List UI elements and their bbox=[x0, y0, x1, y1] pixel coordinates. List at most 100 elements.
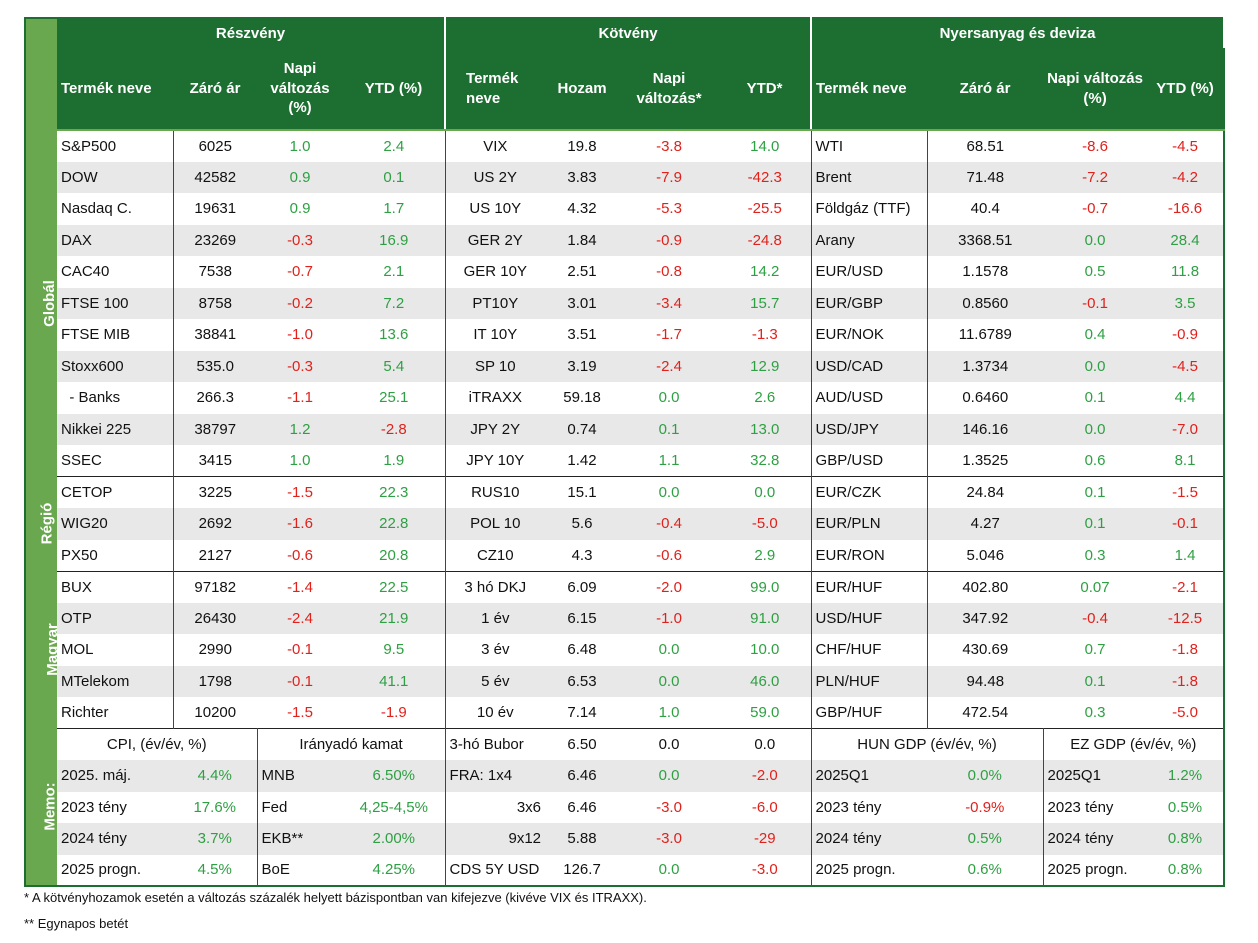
stock-ytd: 41.1 bbox=[343, 665, 446, 697]
stock-close: 535.0 bbox=[173, 350, 257, 382]
bond-daily-change: 0.0 bbox=[619, 665, 720, 697]
fx-name: USD/HUF bbox=[811, 602, 928, 634]
memo-row: Memo: CPI, (év/év, %) Irányadó kamat 3-hó B… bbox=[25, 728, 1225, 886]
cpi-value: 3.7% bbox=[173, 823, 258, 855]
ez-gdp-title: EZ GDP (év/év, %) bbox=[1043, 728, 1225, 760]
stock-ytd: -2.8 bbox=[343, 413, 446, 445]
ez-gdp-label: 2024 tény bbox=[1043, 823, 1148, 855]
bubor-cell: 6.50 bbox=[545, 728, 620, 760]
ez-gdp-label: 2025 progn. bbox=[1047, 861, 1128, 879]
rate-label: Fed bbox=[261, 798, 288, 816]
stock-ytd: 2.4 bbox=[343, 130, 446, 162]
column-header: Záró ár bbox=[927, 48, 1044, 131]
hun-gdp-value: 0.5% bbox=[927, 823, 1044, 855]
fx-ytd: -4.5 bbox=[1147, 350, 1225, 382]
cpi-value: 4.4% bbox=[173, 760, 258, 792]
stock-close: 42582 bbox=[173, 161, 257, 193]
stock-close: 3225 bbox=[173, 476, 257, 508]
bond-name: 3 év bbox=[445, 634, 546, 666]
stock-close: 97182 bbox=[173, 570, 257, 603]
fx-daily-change: 0.3 bbox=[1043, 697, 1148, 729]
stock-name: OTP bbox=[57, 602, 174, 634]
fx-daily-change: 0.0 bbox=[1043, 224, 1148, 256]
memo-bond-daily-change: 0.0 bbox=[658, 861, 680, 879]
bond-daily-change: -0.8 bbox=[619, 256, 720, 288]
fx-name: WTI bbox=[811, 130, 928, 162]
fx-name: PLN/HUF bbox=[811, 665, 928, 697]
section-header: Nyersanyag és deviza bbox=[811, 18, 1226, 48]
stock-close: 8758 bbox=[173, 287, 257, 319]
bond-name: 1 év bbox=[445, 602, 546, 634]
fx-ytd: -12.5 bbox=[1147, 602, 1225, 634]
table-row: Richter 10200 -1.5 -1.9 10 év 7.14 1.0 59.0 GBP/… bbox=[25, 697, 1225, 729]
stock-close: 1798 bbox=[173, 665, 257, 697]
stock-name: Nasdaq C. bbox=[57, 193, 174, 225]
table-row: FTSE 100 8758 -0.2 7.2 PT10Y 3.01 -3.4 15.7 EUR/… bbox=[25, 287, 1225, 319]
bond-yield: 3.83 bbox=[545, 161, 620, 193]
fx-ytd: -1.8 bbox=[1147, 634, 1225, 666]
table-row: MOL 2990 -0.1 9.5 3 év 6.48 0.0 10.0 CHF/HUF 430.… bbox=[25, 634, 1225, 666]
section-header: Kötvény bbox=[445, 18, 813, 48]
bond-yield: 4.3 bbox=[571, 546, 593, 564]
fx-close: 402.80 bbox=[927, 570, 1044, 603]
cpi-label: 2023 tény bbox=[61, 798, 127, 816]
stock-close: 2127 bbox=[198, 546, 232, 564]
table-row: PX50 2127 -0.6 20.8 CZ10 4.3 -0.6 2.9 EUR/RON 5.0… bbox=[25, 539, 1224, 571]
rate-value: 4,25-4,5% bbox=[343, 791, 446, 823]
group-label: Memo: bbox=[25, 728, 57, 886]
stock-ytd: 2.1 bbox=[343, 256, 446, 288]
stock-close: 26430 bbox=[173, 602, 257, 634]
column-header: Hozam bbox=[545, 48, 620, 131]
hun-gdp-label: 2023 tény bbox=[815, 798, 882, 816]
fx-name: EUR/PLN bbox=[811, 508, 928, 540]
bond-ytd: 99.0 bbox=[719, 570, 812, 603]
memo-bond-ytd: -2.0 bbox=[719, 760, 812, 792]
fx-daily-change: -0.7 bbox=[1043, 193, 1148, 225]
memo-bond-name: 9x12 bbox=[445, 823, 546, 855]
bond-name: VIX bbox=[445, 130, 546, 162]
corner-cell bbox=[25, 18, 57, 130]
rate-label: MNB bbox=[257, 760, 343, 792]
fx-close: 347.92 bbox=[927, 602, 1044, 634]
stock-close: 10200 bbox=[173, 697, 257, 729]
stock-name: DAX bbox=[57, 224, 174, 256]
bond-daily-change: -0.6 bbox=[656, 546, 682, 564]
stock-name: SSEC bbox=[57, 445, 174, 477]
fx-daily-change: 0.4 bbox=[1043, 319, 1148, 351]
fx-ytd: -4.2 bbox=[1147, 161, 1225, 193]
bond-yield: 4.32 bbox=[545, 193, 620, 225]
memo-row: 2025 progn. 4.5% BoE 4.25% CDS 5Y USD 126.7 0.… bbox=[25, 854, 1224, 886]
memo-bond-yield: 6.46 bbox=[545, 760, 620, 792]
ez-gdp-value: 0.5% bbox=[1167, 798, 1203, 816]
bond-yield: 0.74 bbox=[545, 413, 620, 445]
bond-daily-change: -2.4 bbox=[619, 350, 720, 382]
fx-daily-change: 0.5 bbox=[1043, 256, 1148, 288]
memo-bond-daily-change: -3.0 bbox=[656, 798, 682, 816]
table-row: OTP 26430 -2.4 21.9 1 év 6.15 -1.0 91.0 USD/HUF 3… bbox=[25, 602, 1225, 634]
stock-close: 38841 bbox=[173, 319, 257, 351]
stock-name: CAC40 bbox=[57, 256, 174, 288]
bond-yield: 5.6 bbox=[545, 508, 620, 540]
bond-name: US 2Y bbox=[445, 161, 546, 193]
stock-daily-change: 1.2 bbox=[257, 413, 343, 445]
stock-name: MOL bbox=[57, 634, 174, 666]
table-row: DAX 23269 -0.3 16.9 GER 2Y 1.84 -0.9 -24.8 Arany… bbox=[25, 224, 1225, 256]
bond-yield: 3.51 bbox=[545, 319, 620, 351]
memo-row: 2024 tény 3.7% EKB** 2.00% 9x12 5.88 -3.0 -29 20… bbox=[25, 823, 1225, 855]
fx-name: Brent bbox=[811, 161, 928, 193]
bond-yield: 19.8 bbox=[545, 130, 620, 162]
bond-name: GER 2Y bbox=[445, 224, 546, 256]
stock-close: 38797 bbox=[173, 413, 257, 445]
bond-name: 3 hó DKJ bbox=[445, 570, 546, 603]
section-header: Részvény bbox=[57, 18, 447, 48]
memo-bond-yield: 5.88 bbox=[545, 823, 620, 855]
fx-name: AUD/USD bbox=[811, 382, 928, 414]
cpi-label: 2024 tény bbox=[57, 823, 173, 855]
bond-name: SP 10 bbox=[445, 350, 546, 382]
table-row: Magyar BUX 97182 -1.4 22.5 3 hó DKJ 6.09 -2.0 99… bbox=[25, 570, 1225, 729]
market-summary-table-wrapper: Részvény Kötvény Nyersanyag és deviza Termé… bbox=[24, 17, 1226, 887]
policy-rate-title: Irányadó kamat bbox=[257, 728, 446, 760]
bond-yield: 3.19 bbox=[545, 350, 620, 382]
memo-row: 2023 tény 17.6% Fed 4,25-4,5% 3x6 6.46 -3.0 -6.… bbox=[25, 791, 1224, 823]
stock-name: MTelekom bbox=[57, 665, 174, 697]
